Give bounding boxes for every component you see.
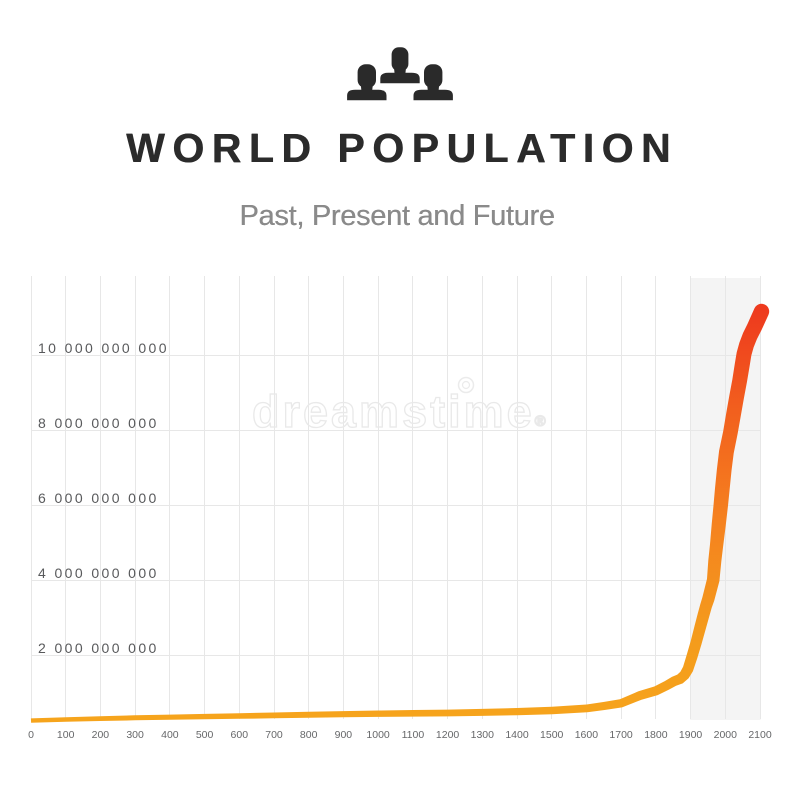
svg-text:1200: 1200: [436, 729, 460, 741]
svg-text:400: 400: [161, 729, 179, 741]
svg-text:100: 100: [57, 729, 75, 741]
svg-text:500: 500: [196, 729, 214, 741]
svg-text:8 000 000 000: 8 000 000 000: [38, 415, 159, 431]
svg-text:200: 200: [92, 729, 110, 741]
svg-text:1800: 1800: [644, 729, 668, 741]
svg-text:2000: 2000: [714, 729, 738, 741]
svg-text:300: 300: [126, 729, 144, 741]
svg-text:600: 600: [231, 729, 249, 741]
svg-text:10 000 000 000: 10 000 000 000: [38, 340, 169, 356]
svg-text:1000: 1000: [366, 729, 390, 741]
svg-text:2100: 2100: [748, 729, 772, 741]
svg-text:4 000 000 000: 4 000 000 000: [38, 565, 159, 581]
svg-text:800: 800: [300, 729, 318, 741]
svg-text:1900: 1900: [679, 729, 703, 741]
svg-text:6 000 000 000: 6 000 000 000: [38, 490, 159, 506]
svg-text:0: 0: [28, 729, 34, 741]
svg-text:700: 700: [265, 729, 283, 741]
svg-text:1500: 1500: [540, 729, 564, 741]
svg-text:1600: 1600: [575, 729, 599, 741]
svg-text:900: 900: [335, 729, 353, 741]
svg-text:1100: 1100: [402, 729, 425, 741]
svg-text:1300: 1300: [471, 729, 495, 741]
svg-text:1700: 1700: [609, 729, 633, 741]
svg-text:1400: 1400: [505, 729, 529, 741]
svg-text:2 000 000 000: 2 000 000 000: [38, 640, 159, 656]
